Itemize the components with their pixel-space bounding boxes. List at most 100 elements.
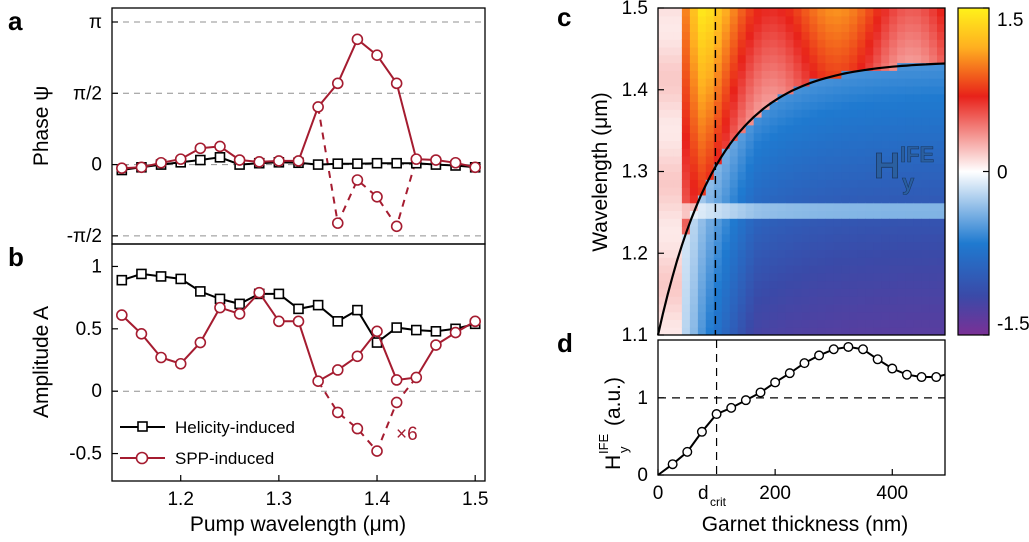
heatmap-cell (689, 280, 699, 289)
heatmap-cell (681, 148, 691, 157)
heatmap-cell (817, 319, 826, 328)
heatmap-cell (913, 101, 922, 110)
heatmap-cell (753, 319, 763, 328)
heatmap-cell (881, 179, 890, 188)
heatmap-cell (761, 249, 771, 258)
heatmap-cell (658, 226, 667, 235)
heatmap-cell (721, 327, 731, 335)
heatmap-cell (793, 264, 803, 274)
heatmap-cell (729, 210, 739, 219)
heatmap-cell (929, 39, 938, 48)
heatmap-cell (857, 319, 866, 328)
heatmap-cell (681, 210, 691, 219)
heatmap-cell (905, 148, 914, 157)
heatmap-cell (753, 202, 763, 211)
heatmap-cell (833, 327, 842, 335)
heatmap-cell (689, 78, 699, 87)
heatmap-cell (793, 296, 803, 305)
heatmap-cell (873, 296, 882, 305)
heatmap-cell (705, 327, 715, 335)
heatmap-cell (849, 31, 858, 40)
heatmap-cell (881, 218, 890, 227)
heatmap-cell (729, 187, 739, 196)
heatmap-cell (681, 78, 691, 87)
panel-b-spp-point (155, 351, 167, 364)
heatmap-cell (921, 85, 930, 95)
panel-b-helicity-point (293, 303, 304, 315)
heatmap-cell (833, 15, 842, 25)
heatmap-cell (785, 187, 795, 196)
heatmap-cell (785, 171, 795, 180)
heatmap-cell (801, 148, 811, 157)
heatmap-cell (785, 15, 795, 25)
heatmap-cell (673, 319, 683, 328)
heatmap-cell (729, 46, 739, 56)
heatmap-cell (705, 311, 715, 320)
heatmap-cell (689, 272, 699, 282)
heatmap-cell (865, 194, 874, 204)
heatmap-cell (809, 218, 819, 227)
panel-a-spp-point (233, 154, 246, 166)
heatmap-cell (801, 264, 811, 274)
panel-c-ylabel: Wavelength (μm) (589, 92, 612, 252)
heatmap-cell (817, 101, 826, 110)
heatmap-cell (713, 70, 723, 79)
heatmap-cell (681, 272, 691, 282)
heatmap-cell (713, 15, 723, 25)
heatmap-cell (658, 202, 667, 211)
heatmap-cell (873, 148, 882, 157)
heatmap-cell (801, 187, 811, 196)
heatmap-cell (865, 140, 874, 149)
heatmap-cell (705, 39, 715, 48)
heatmap-cell (753, 93, 763, 102)
heatmap-cell (857, 15, 866, 25)
heatmap-cell (857, 257, 866, 266)
heatmap-cell (865, 319, 874, 328)
heatmap-cell (689, 85, 699, 95)
heatmap-cell (897, 218, 906, 227)
heatmap-cell (897, 140, 906, 149)
heatmap-cell (857, 46, 866, 56)
heatmap-cell (865, 249, 874, 258)
heatmap-cell (777, 257, 787, 266)
panel-d-ylabel-sub: y (616, 446, 631, 453)
heatmap-cell (849, 39, 858, 48)
heatmap-cell (745, 148, 755, 157)
heatmap-cell (697, 280, 707, 289)
heatmap-cell (809, 117, 819, 126)
heatmap-cell (857, 132, 866, 141)
heatmap-cell (761, 109, 771, 118)
panel-c-y-tick-label: 1.3 (622, 162, 648, 183)
heatmap-cell (777, 148, 787, 157)
heatmap-cell (873, 31, 882, 40)
heatmap-cell (857, 210, 866, 219)
heatmap-cell (729, 194, 739, 204)
heatmap-cell (913, 272, 922, 282)
heatmap-cell (921, 140, 930, 149)
heatmap-cell (729, 132, 739, 141)
heatmap-cell (857, 171, 866, 180)
panel-b-frame (111, 243, 486, 482)
heatmap-cell (793, 241, 803, 250)
panel-b-helicity-point (430, 326, 442, 337)
heatmap-cell (817, 54, 826, 64)
heatmap-cell (937, 233, 945, 243)
heatmap-cell (897, 241, 906, 250)
heatmap-cell (833, 148, 842, 157)
heatmap-cell (801, 226, 811, 235)
heatmap-cell (929, 202, 938, 211)
heatmap-cell (841, 124, 850, 134)
heatmap-cell (825, 23, 834, 32)
heatmap-cell (801, 155, 811, 165)
heatmap-cell (921, 124, 930, 134)
heatmap-cell (705, 117, 715, 126)
heatmap-cell (801, 202, 811, 211)
panel-b-ticks: 10.50-0.51.2 1.3 1.4 1.5 (69, 256, 488, 510)
heatmap-cell (658, 148, 667, 157)
heatmap-cell (937, 23, 945, 32)
heatmap-cell (937, 194, 945, 204)
heatmap-cell (857, 327, 866, 335)
heatmap-cell (721, 62, 731, 71)
heatmap-cell (769, 257, 779, 266)
heatmap-cell (753, 132, 763, 141)
